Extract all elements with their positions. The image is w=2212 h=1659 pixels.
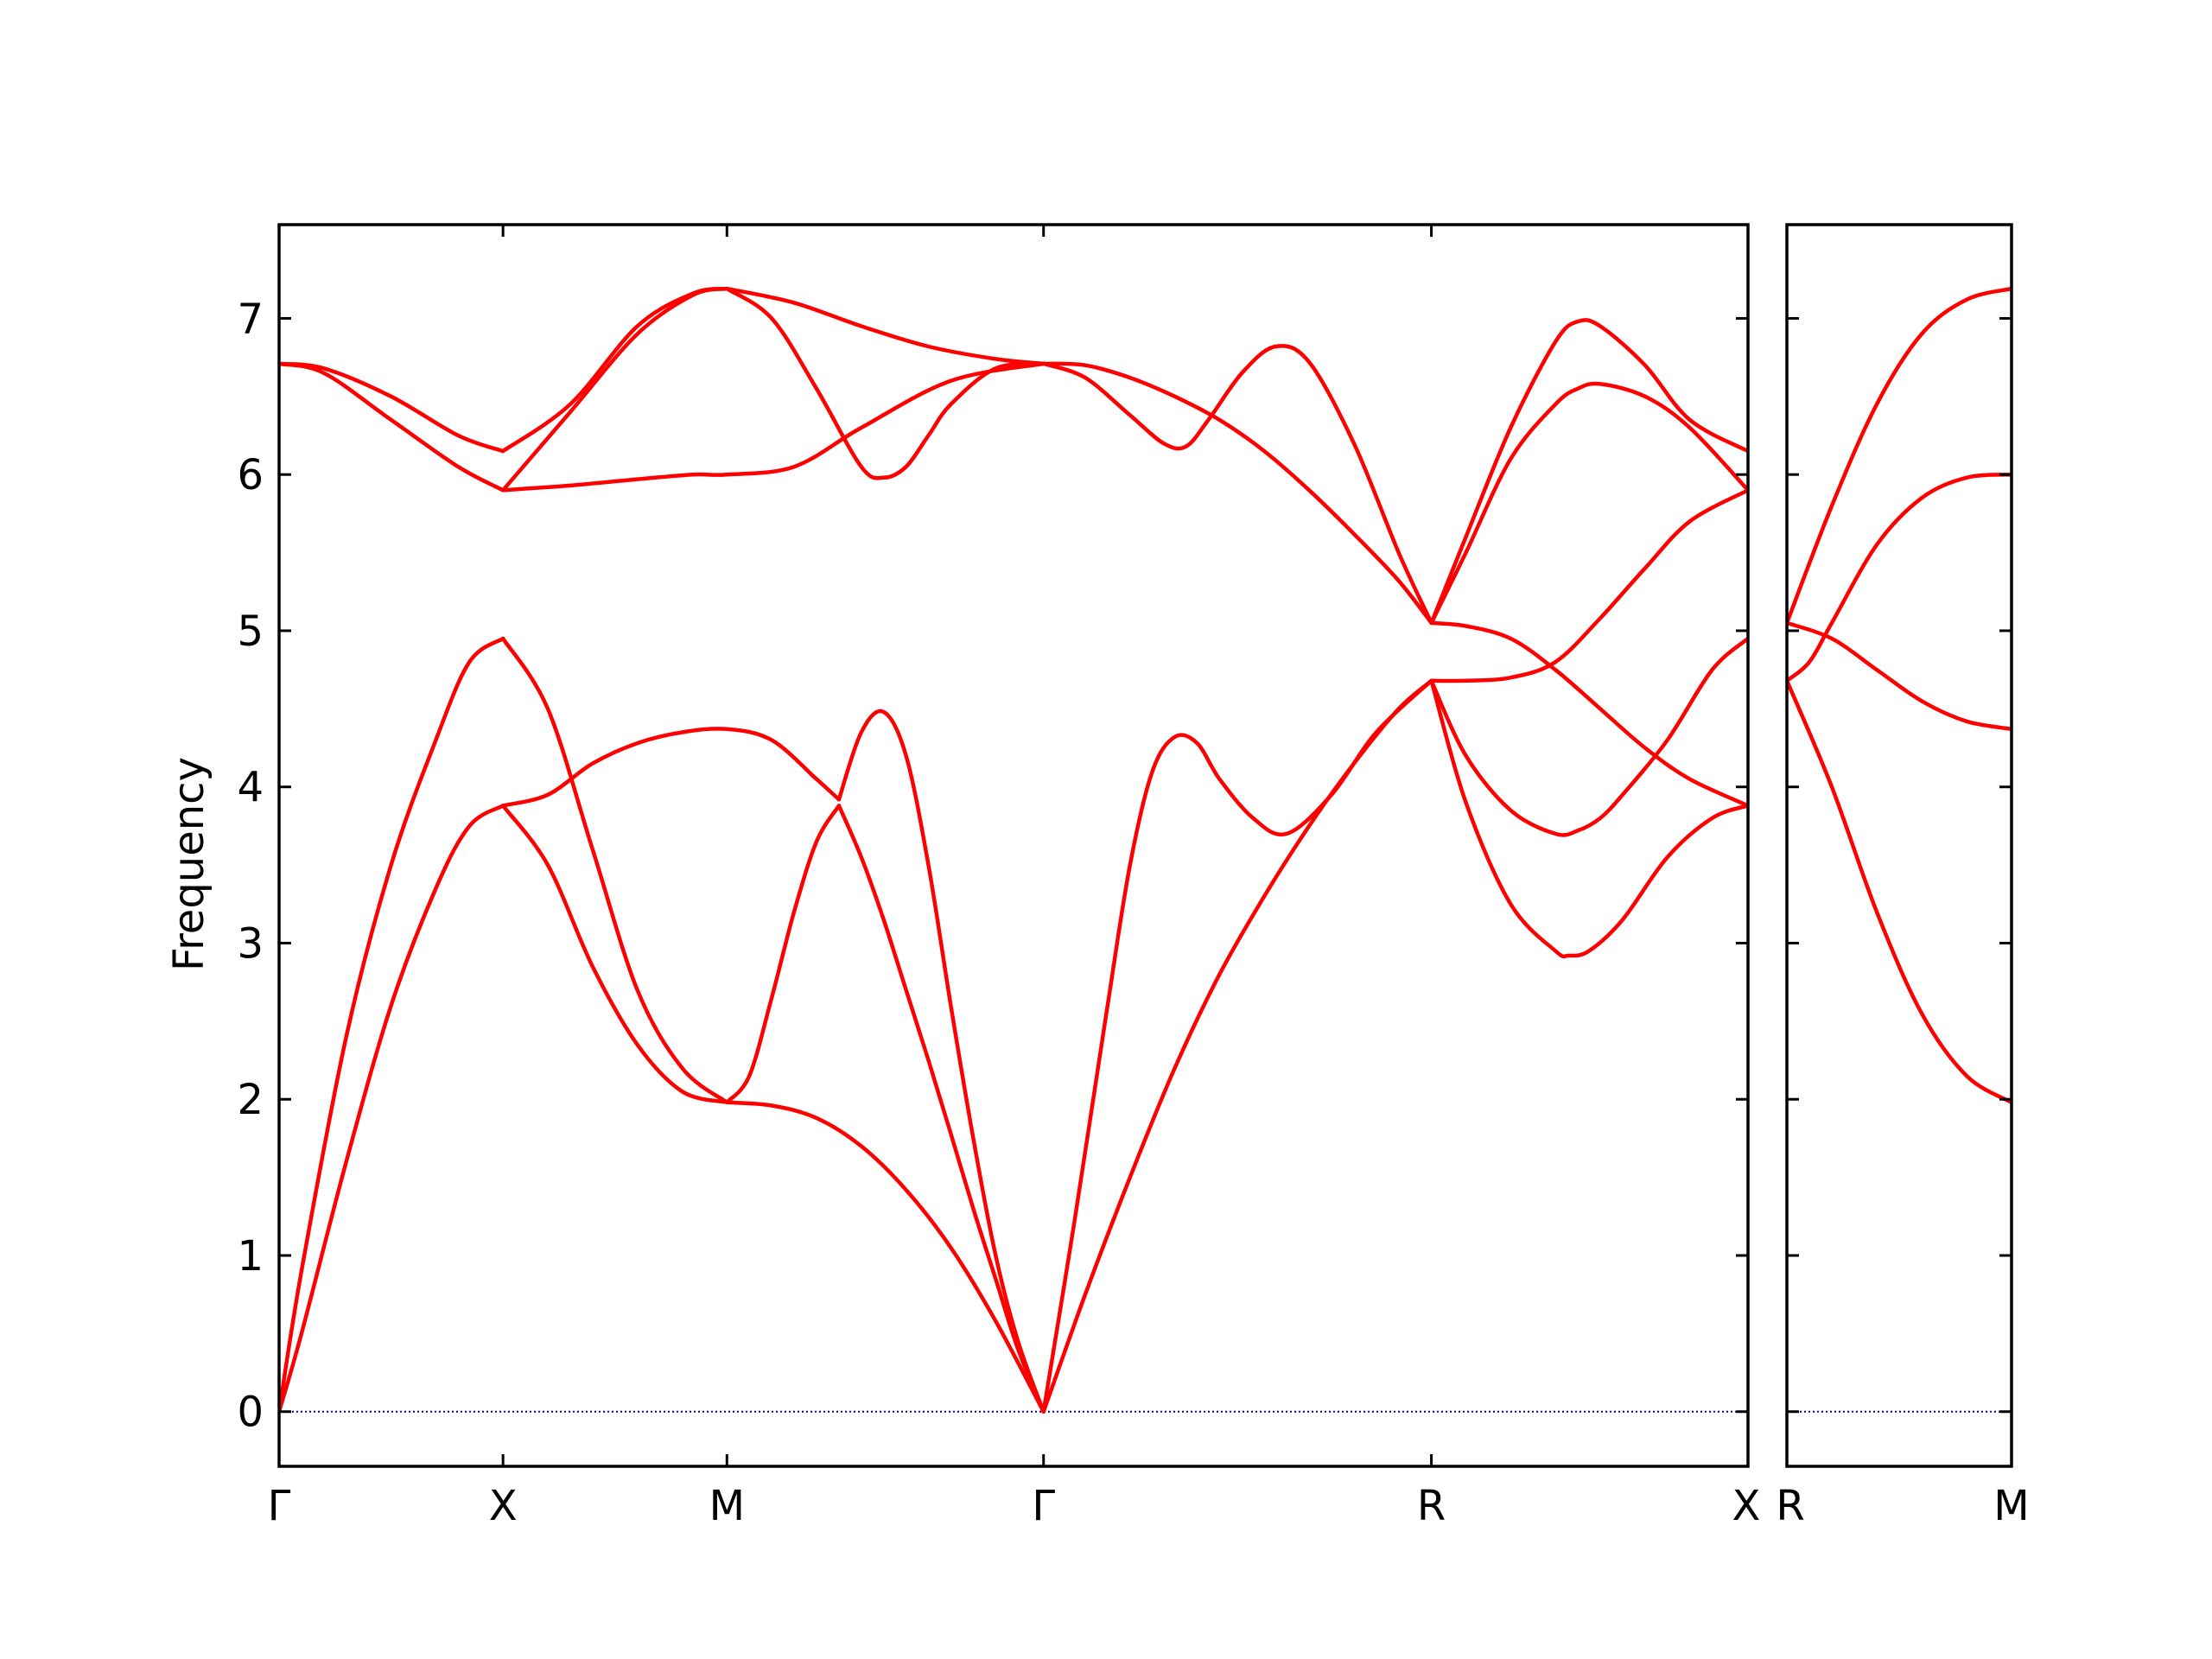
y-tick-label: 1 <box>237 1232 264 1281</box>
x-tick-label: M <box>709 1482 745 1530</box>
right-band-1 <box>1787 472 2012 683</box>
left-band-14 <box>1429 620 1748 808</box>
left-band-2 <box>279 804 505 1414</box>
right-band-3 <box>1787 678 2012 1105</box>
left-band-25 <box>1429 381 1748 626</box>
left-band-16 <box>279 361 505 493</box>
x-tick-label: X <box>1732 1482 1761 1530</box>
x-tick-label: M <box>1993 1482 2029 1530</box>
left-band-0 <box>279 636 505 1414</box>
left-band-5 <box>725 804 842 1105</box>
left-band-12 <box>1429 678 1748 959</box>
right-band-2 <box>1787 620 2012 732</box>
x-tick-label: X <box>489 1482 518 1530</box>
left-bands <box>279 286 1748 1414</box>
left-band-13 <box>1429 488 1748 683</box>
left-band-22 <box>1041 344 1433 626</box>
left-band-7 <box>836 804 1046 1414</box>
left-band-9 <box>1041 678 1433 1414</box>
right-frame <box>1785 223 2013 1468</box>
left-band-10 <box>1041 678 1433 1414</box>
left-panel: 0 1 2 3 4 5 6 7 Γ X M Γ R X <box>237 223 1761 1530</box>
x-tick-label: R <box>1776 1482 1804 1530</box>
right-bands <box>1787 286 2012 1105</box>
y-tick-label: 0 <box>237 1389 264 1437</box>
x-tick-label: Γ <box>1032 1482 1055 1530</box>
left-band-18 <box>500 286 729 454</box>
left-band-1 <box>500 636 729 1105</box>
left-band-20 <box>725 286 1046 480</box>
y-tick-label: 4 <box>237 764 264 812</box>
left-band-4 <box>500 727 842 808</box>
y-tick-label: 7 <box>237 295 264 343</box>
left-band-8 <box>725 1100 1046 1414</box>
left-band-17 <box>500 286 729 493</box>
left-band-3 <box>500 804 729 1105</box>
y-tick-label: 5 <box>237 607 264 656</box>
x-tick-label: R <box>1417 1482 1446 1530</box>
left-band-6 <box>836 709 1046 1414</box>
left-band-24 <box>1429 318 1748 626</box>
y-tick-label: 6 <box>237 451 264 499</box>
x-tick-label: Γ <box>268 1482 291 1530</box>
left-band-11 <box>1429 636 1748 837</box>
left-band-15 <box>279 361 505 454</box>
left-band-19 <box>500 361 1046 493</box>
right-band-0 <box>1787 286 2012 626</box>
left-band-23 <box>1041 361 1433 626</box>
y-tick-label: 2 <box>237 1076 264 1124</box>
y-axis-title: Frequency <box>165 757 213 971</box>
left-frame <box>277 223 1750 1468</box>
left-band-21 <box>725 286 1046 366</box>
y-tick-label: 3 <box>237 919 264 968</box>
